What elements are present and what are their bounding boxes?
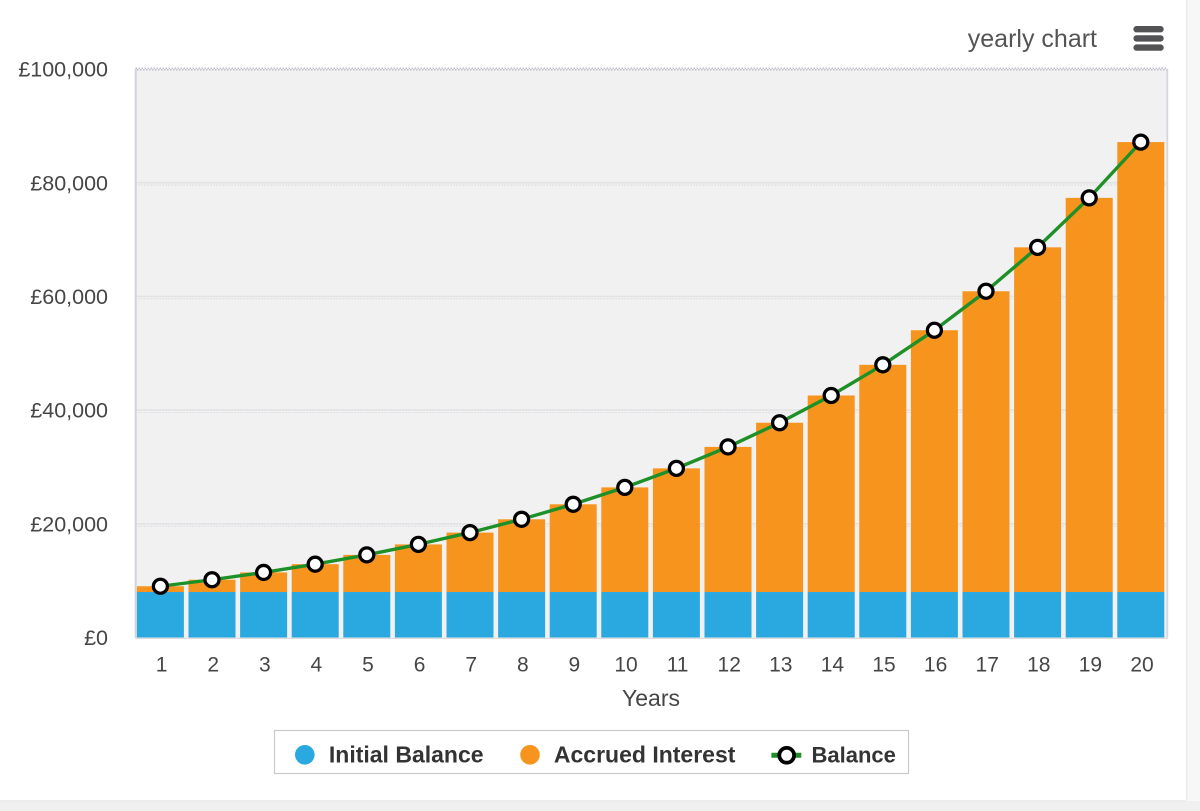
svg-text:18: 18 — [1027, 654, 1050, 677]
svg-text:2: 2 — [207, 654, 219, 677]
svg-text:4: 4 — [311, 654, 323, 677]
svg-text:9: 9 — [569, 654, 581, 677]
svg-text:Accrued Interest: Accrued Interest — [554, 741, 736, 767]
svg-text:yearly chart: yearly chart — [968, 25, 1097, 53]
svg-text:£40,000: £40,000 — [30, 399, 108, 423]
svg-text:1: 1 — [156, 654, 168, 677]
svg-text:Balance: Balance — [812, 742, 896, 767]
svg-text:Years: Years — [622, 685, 680, 711]
svg-text:16: 16 — [924, 654, 947, 677]
svg-text:11: 11 — [667, 654, 689, 677]
svg-text:5: 5 — [362, 654, 374, 677]
svg-text:13: 13 — [769, 654, 792, 677]
svg-text:17: 17 — [976, 654, 999, 677]
svg-text:8: 8 — [517, 654, 529, 677]
svg-text:20: 20 — [1130, 654, 1153, 677]
svg-text:£100,000: £100,000 — [18, 58, 108, 82]
svg-text:10: 10 — [614, 654, 637, 677]
svg-text:£0: £0 — [84, 626, 108, 650]
svg-text:£20,000: £20,000 — [30, 512, 108, 536]
svg-text:19: 19 — [1079, 654, 1102, 677]
svg-text:6: 6 — [414, 654, 426, 677]
svg-text:14: 14 — [821, 654, 845, 677]
svg-text:£80,000: £80,000 — [30, 171, 108, 195]
svg-text:£60,000: £60,000 — [30, 285, 108, 309]
svg-text:Initial Balance: Initial Balance — [329, 741, 484, 767]
svg-text:7: 7 — [465, 654, 477, 677]
svg-text:12: 12 — [718, 654, 741, 677]
svg-text:3: 3 — [259, 654, 271, 677]
svg-text:15: 15 — [872, 654, 895, 677]
